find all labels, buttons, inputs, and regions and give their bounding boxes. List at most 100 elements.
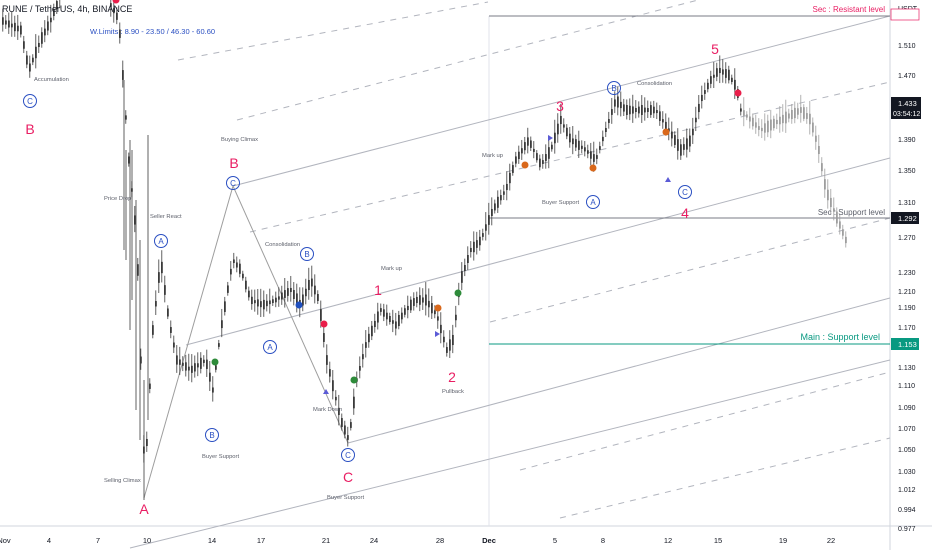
candle-body bbox=[314, 285, 316, 295]
candle-body bbox=[728, 69, 730, 81]
candle-body bbox=[638, 106, 640, 114]
candle-body bbox=[815, 135, 817, 142]
svg-text:C: C bbox=[682, 188, 688, 197]
candle-body bbox=[311, 278, 313, 287]
candle-body bbox=[158, 272, 160, 283]
svg-text:C: C bbox=[27, 97, 33, 106]
candle-body bbox=[605, 127, 607, 133]
candle-body bbox=[47, 21, 49, 31]
markers bbox=[323, 135, 671, 394]
annotation: Price Drop bbox=[104, 196, 131, 202]
candle-body bbox=[242, 273, 244, 279]
candle-body bbox=[797, 108, 799, 115]
candle-body bbox=[293, 290, 295, 299]
candle-body bbox=[341, 418, 343, 427]
candle-body bbox=[329, 369, 331, 377]
candle-body bbox=[752, 117, 754, 127]
candle-body bbox=[323, 333, 325, 342]
candle-body bbox=[713, 74, 715, 78]
candle-body bbox=[374, 320, 376, 328]
candle-body bbox=[722, 69, 724, 75]
candle-body bbox=[38, 42, 40, 48]
candle-body bbox=[590, 151, 592, 159]
candle-body bbox=[197, 363, 199, 368]
candle-body bbox=[200, 357, 202, 369]
candle-body bbox=[419, 295, 421, 305]
time-tick-label: 8 bbox=[601, 536, 605, 545]
wave-label: 3 bbox=[556, 98, 564, 114]
price-tick-label: 1.170 bbox=[898, 325, 916, 332]
candle-body bbox=[368, 333, 370, 343]
candle-body bbox=[608, 119, 610, 123]
candle-body bbox=[437, 316, 439, 321]
wave-labels: B A B C 1 2 3 4 5 bbox=[25, 41, 719, 517]
candle-body bbox=[134, 215, 136, 225]
candle-body bbox=[755, 122, 757, 128]
green-dot bbox=[211, 358, 219, 366]
candle-body bbox=[542, 160, 544, 164]
candle-body bbox=[215, 365, 217, 370]
candle-body bbox=[245, 280, 247, 290]
candle-body bbox=[278, 296, 280, 300]
blue-dot bbox=[295, 301, 303, 309]
channel-dashed-lines bbox=[177, 0, 891, 519]
candle-body bbox=[497, 196, 499, 208]
candle-body bbox=[806, 113, 808, 119]
candle-body bbox=[140, 356, 142, 364]
orange-dot bbox=[521, 161, 529, 169]
candle-body bbox=[209, 372, 211, 382]
candle-body bbox=[680, 144, 682, 156]
candle-body bbox=[500, 195, 502, 201]
wave-label: C bbox=[343, 469, 353, 485]
time-tick-label: 4 bbox=[47, 536, 51, 545]
time-tick-label: 21 bbox=[322, 536, 330, 545]
candle-body bbox=[749, 116, 751, 122]
candle-body bbox=[179, 359, 181, 365]
candle-body bbox=[326, 355, 328, 365]
candle-body bbox=[710, 76, 712, 84]
annotation: Consolidation bbox=[265, 242, 300, 248]
signal-dots bbox=[112, 0, 742, 384]
candle-body bbox=[572, 138, 574, 145]
annotation: Seller React bbox=[150, 214, 182, 220]
candle-body bbox=[839, 221, 841, 229]
candle-body bbox=[173, 342, 175, 348]
time-tick-label: 5 bbox=[553, 536, 557, 545]
time-tick-label: 7 bbox=[96, 536, 100, 545]
svg-text:C: C bbox=[345, 451, 351, 460]
candle-body bbox=[440, 324, 442, 334]
candle-body bbox=[689, 135, 691, 147]
candle-body bbox=[788, 113, 790, 119]
candle-body bbox=[767, 120, 769, 133]
candle-body bbox=[305, 288, 307, 297]
candle-body bbox=[479, 236, 481, 246]
svg-text:B: B bbox=[209, 431, 214, 440]
wave-label: B bbox=[25, 121, 34, 137]
candle-body bbox=[740, 108, 742, 112]
candle-body bbox=[269, 300, 271, 305]
candle-body bbox=[731, 77, 733, 82]
candle-body bbox=[167, 308, 169, 317]
time-tick-label: 17 bbox=[257, 536, 265, 545]
candle-body bbox=[779, 116, 781, 125]
candle-body bbox=[644, 107, 646, 113]
candle-body bbox=[719, 67, 721, 74]
candle-body bbox=[407, 305, 409, 311]
candle-body bbox=[296, 293, 298, 305]
candle-body bbox=[335, 396, 337, 401]
candle-body bbox=[647, 108, 649, 112]
candle-body bbox=[272, 299, 274, 304]
green-dot bbox=[454, 289, 462, 297]
time-tick-label: 10 bbox=[143, 536, 151, 545]
orange-dot bbox=[589, 164, 597, 172]
candle-body bbox=[236, 262, 238, 268]
candle-body bbox=[26, 55, 28, 65]
svg-text:A: A bbox=[267, 343, 273, 352]
candle-body bbox=[803, 107, 805, 119]
candle-body bbox=[365, 342, 367, 348]
svg-text:C: C bbox=[230, 179, 236, 188]
candle-body bbox=[701, 94, 703, 102]
candle-body bbox=[653, 106, 655, 114]
candle-body bbox=[392, 320, 394, 324]
